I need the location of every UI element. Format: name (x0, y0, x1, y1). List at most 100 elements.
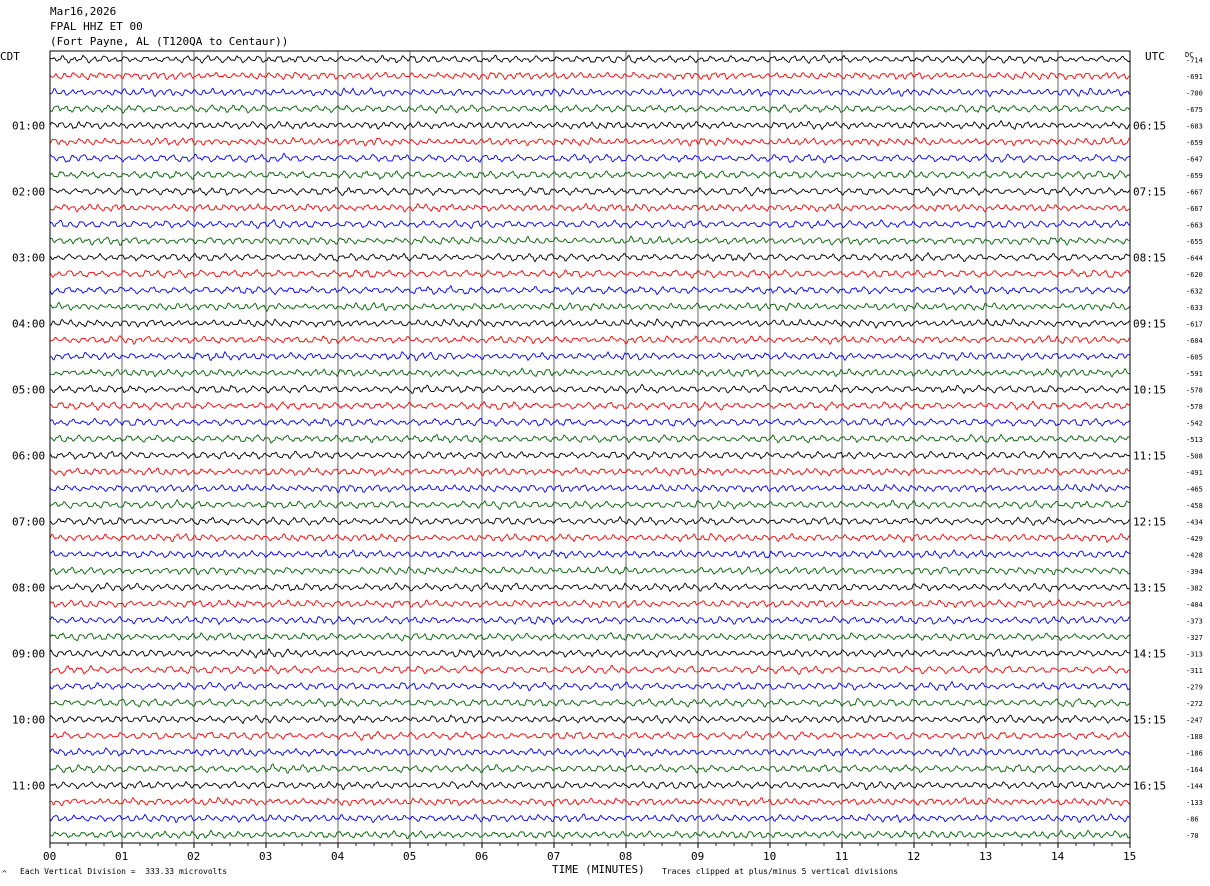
seismic-trace (49, 318, 1131, 330)
seismic-trace (49, 730, 1131, 741)
dc-offset-label: -617 (1186, 320, 1203, 328)
seismic-trace (49, 450, 1131, 461)
cdt-hour-label: 06:00 (12, 449, 45, 462)
seismic-trace (49, 813, 1131, 824)
x-axis-tick-label: 01 (115, 850, 128, 863)
dc-offset-label: -428 (1186, 551, 1203, 559)
dc-offset-label: -605 (1186, 353, 1203, 361)
dc-offset-label: -86 (1186, 815, 1199, 823)
dc-offset-label: -683 (1186, 122, 1203, 130)
seismic-trace (49, 235, 1131, 247)
cdt-hour-label: 05:00 (12, 383, 45, 396)
x-axis-title: TIME (MINUTES) (552, 863, 645, 876)
cdt-hour-label: 02:00 (12, 185, 45, 198)
seismic-trace (49, 152, 1131, 164)
seismic-trace (49, 796, 1131, 807)
seismic-trace (49, 383, 1131, 395)
seismic-trace (49, 54, 1131, 65)
dc-offset-label: -394 (1186, 568, 1203, 576)
x-axis-tick-label: 13 (979, 850, 992, 863)
seismic-trace (49, 763, 1131, 774)
seismic-trace (49, 71, 1131, 81)
dc-offset-label: -429 (1186, 535, 1203, 543)
dc-offset-label: -144 (1186, 782, 1203, 790)
utc-hour-label: 12:15 (1133, 515, 1166, 528)
seismic-trace (49, 251, 1131, 263)
dc-offset-label: -578 (1186, 403, 1203, 411)
utc-hour-label: 16:15 (1133, 779, 1166, 792)
dc-offset-label: -644 (1186, 254, 1203, 262)
seismic-trace (49, 335, 1131, 346)
dc-offset-label: -70 (1186, 832, 1199, 840)
scale-note: Each Vertical Division = 333.33 microvol… (20, 867, 228, 876)
dc-offset-label: -542 (1186, 419, 1203, 427)
x-axis-tick-label: 04 (331, 850, 345, 863)
dc-offset-label: -434 (1186, 518, 1203, 526)
seismic-trace (49, 186, 1131, 197)
seismic-trace (49, 647, 1131, 659)
seismic-trace (49, 119, 1131, 131)
seismic-trace (49, 549, 1131, 560)
x-axis-tick-label: 14 (1051, 850, 1065, 863)
utc-hour-label: 09:15 (1133, 317, 1166, 330)
dc-axis-title: DC (1185, 51, 1193, 59)
cdt-hour-label: 04:00 (12, 317, 45, 330)
dc-offset-label: -133 (1186, 799, 1203, 807)
utc-hour-label: 06:15 (1133, 119, 1166, 132)
dc-offset-label: -714 (1186, 56, 1203, 64)
x-axis-tick-label: 02 (187, 850, 200, 863)
dc-offset-label: -620 (1186, 271, 1203, 279)
location-label: (Fort Payne, AL (T120QA to Centaur)) (50, 35, 289, 48)
dc-offset-label: -508 (1186, 452, 1203, 460)
x-axis-tick-label: 00 (43, 850, 56, 863)
cdt-hour-label: 11:00 (12, 779, 45, 792)
station-label: FPAL HHZ ET 00 (50, 20, 143, 33)
dc-offset-label: -327 (1186, 634, 1203, 642)
seismic-trace (49, 301, 1131, 313)
dc-offset-label: -633 (1186, 304, 1203, 312)
seismic-trace (49, 829, 1131, 840)
right-axis-title: UTC (1145, 50, 1165, 63)
dc-offset-label: -164 (1186, 766, 1203, 774)
dc-offset-label: -632 (1186, 287, 1203, 295)
x-axis-tick-label: 10 (763, 850, 776, 863)
utc-hour-label: 13:15 (1133, 581, 1166, 594)
cdt-hour-label: 09:00 (12, 647, 45, 660)
seismic-trace (49, 515, 1131, 526)
seismic-trace (49, 680, 1131, 692)
dc-offset-label: -465 (1186, 485, 1203, 493)
utc-hour-label: 14:15 (1133, 647, 1166, 660)
utc-hour-label: 10:15 (1133, 383, 1166, 396)
footer-mark: ^ (2, 869, 7, 878)
seismic-trace (49, 780, 1131, 791)
dc-offset-label: -311 (1186, 667, 1203, 675)
x-axis-tick-label: 06 (475, 850, 488, 863)
x-axis-tick-label: 15 (1123, 850, 1136, 863)
seismic-trace (49, 268, 1131, 279)
seismic-trace (49, 615, 1131, 626)
dc-offset-label: -647 (1186, 155, 1203, 163)
cdt-hour-label: 07:00 (12, 515, 45, 528)
seismic-trace (49, 664, 1131, 676)
seismic-trace (49, 87, 1131, 98)
dc-offset-label: -458 (1186, 502, 1203, 510)
cdt-hour-label: 08:00 (12, 581, 45, 594)
plot-frame (49, 50, 1131, 844)
dc-offset-label: -313 (1186, 650, 1203, 658)
cdt-hour-label: 03:00 (12, 251, 45, 264)
seismic-trace (49, 466, 1131, 477)
dc-offset-label: -691 (1186, 73, 1203, 81)
seismic-trace (49, 284, 1131, 296)
dc-offset-label: -513 (1186, 436, 1203, 444)
dc-offset-label: -186 (1186, 749, 1203, 757)
plot-date: Mar16,2026 (50, 5, 117, 18)
dc-offset-label: -404 (1186, 601, 1203, 609)
dc-offset-label: -382 (1186, 584, 1203, 592)
seismic-trace (49, 582, 1131, 593)
x-axis-tick-label: 07 (547, 850, 560, 863)
seismic-trace (49, 697, 1131, 708)
seismic-trace (49, 218, 1131, 230)
dc-offset-label: -604 (1186, 337, 1203, 345)
seismic-trace (49, 631, 1131, 642)
seismic-trace (49, 746, 1131, 758)
